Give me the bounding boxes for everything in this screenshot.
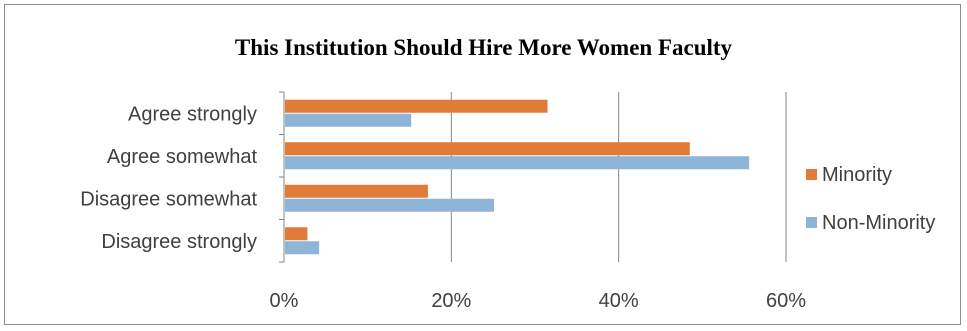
category-label: Disagree somewhat bbox=[80, 188, 257, 210]
bar-non-minority-disagree-strongly bbox=[285, 241, 320, 255]
x-tick-label: 0% bbox=[270, 290, 299, 312]
bar-non-minority-disagree-somewhat bbox=[285, 198, 495, 212]
bar-non-minority-agree-strongly bbox=[285, 113, 412, 127]
bar-minority-agree-strongly bbox=[285, 99, 548, 113]
bar-minority-disagree-somewhat bbox=[285, 184, 428, 198]
x-tick-label: 40% bbox=[599, 290, 639, 312]
legend-label-minority: Minority bbox=[822, 164, 892, 186]
legend-swatch-non-minority bbox=[806, 217, 817, 228]
bar-minority-disagree-strongly bbox=[285, 227, 308, 241]
category-label: Disagree strongly bbox=[101, 231, 257, 253]
chart-title: This Institution Should Hire More Women … bbox=[234, 35, 733, 60]
bar-non-minority-agree-somewhat bbox=[285, 156, 750, 170]
x-tick-label: 60% bbox=[766, 290, 806, 312]
legend-swatch-minority bbox=[806, 169, 817, 180]
legend-label-non-minority: Non-Minority bbox=[822, 212, 935, 234]
category-label: Agree somewhat bbox=[107, 146, 258, 168]
category-label: Agree strongly bbox=[128, 103, 257, 125]
x-tick-label: 20% bbox=[431, 290, 471, 312]
bar-minority-agree-somewhat bbox=[285, 142, 690, 156]
